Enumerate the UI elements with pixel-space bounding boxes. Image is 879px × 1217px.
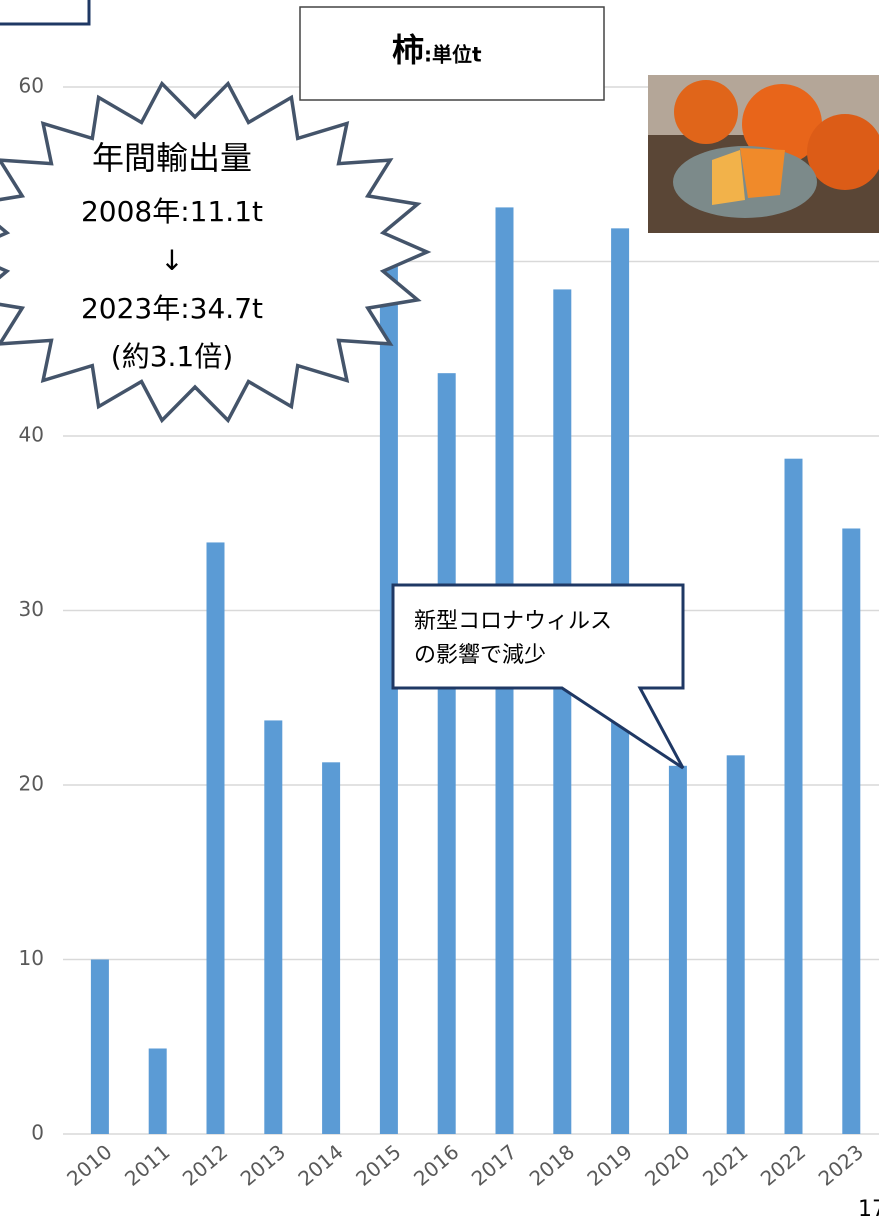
bar (90, 959, 109, 1134)
page-number: 17 (858, 1197, 879, 1217)
y-tick-label: 0 (31, 1121, 44, 1145)
burst-line: 年間輸出量 (92, 139, 252, 177)
x-tick-label: 2019 (582, 1140, 636, 1191)
bar (842, 528, 861, 1134)
x-tick-label: 2014 (293, 1140, 347, 1191)
persimmon-photo (648, 75, 879, 233)
bar (784, 458, 803, 1134)
x-tick-label: 2016 (409, 1140, 463, 1191)
x-tick-label: 2021 (698, 1140, 752, 1191)
burst-line: (約3.1倍) (111, 340, 233, 373)
y-tick-label: 40 (19, 423, 44, 447)
frame-corner (0, 0, 91, 26)
burst-line: 2008年:11.1t (81, 195, 263, 228)
x-tick-label: 2022 (756, 1140, 810, 1191)
burst-line: ↓ (160, 244, 183, 277)
x-tick-label: 2013 (236, 1140, 290, 1191)
bar (553, 289, 572, 1134)
bar (379, 252, 398, 1134)
x-tick-label: 2012 (178, 1140, 232, 1191)
x-tick-label: 2020 (640, 1140, 694, 1191)
chart-title: 柿 (392, 31, 424, 69)
x-tick-label: 2011 (120, 1140, 174, 1191)
bar (206, 542, 225, 1134)
x-tick-label: 2018 (525, 1140, 579, 1191)
unit-label: :単位t (424, 43, 482, 67)
bar (668, 765, 687, 1134)
bar (322, 762, 341, 1134)
burst-text: 年間輸出量 2008年:11.1t ↓ 2023年:34.7t (約3.1倍) (81, 139, 263, 373)
callout-box (391, 583, 685, 770)
callout-text: の影響で減少 (414, 643, 546, 668)
y-tick-label: 30 (19, 597, 44, 621)
y-tick-label: 60 (19, 74, 44, 98)
y-tick-label: 10 (19, 946, 44, 970)
title-box (299, 6, 605, 101)
x-tick-label: 2023 (814, 1140, 868, 1191)
x-tick-label: 2010 (62, 1140, 116, 1191)
x-tick-label: 2015 (351, 1140, 405, 1191)
callout-text: 新型コロナウィルス (414, 609, 612, 634)
x-tick-label: 2017 (467, 1140, 521, 1191)
y-tick-label: 20 (19, 772, 44, 796)
bar (437, 373, 456, 1134)
bar (148, 1048, 167, 1134)
bar (264, 720, 283, 1134)
bar (726, 755, 745, 1134)
burst-shape (0, 80, 432, 424)
burst-line: 2023年:34.7t (81, 292, 263, 325)
